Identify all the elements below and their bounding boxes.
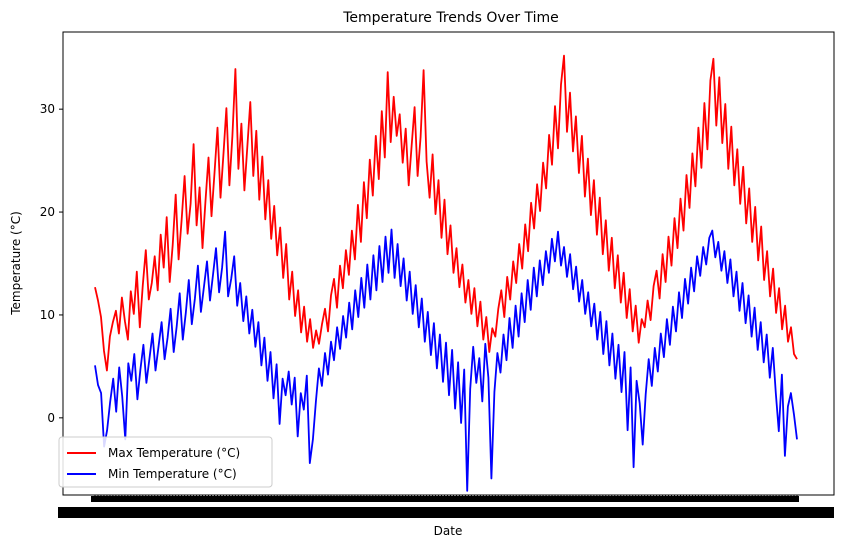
min-temperature-line (94, 228, 798, 492)
y-axis-ticks: 0 10 20 30 (40, 102, 63, 425)
max-temperature-line (94, 54, 798, 372)
legend-box (58, 436, 273, 488)
legend-min-label: Min Temperature (°C) (108, 467, 237, 481)
y-tick-label: 0 (47, 411, 55, 425)
chart-title: Temperature Trends Over Time (342, 10, 559, 26)
plot-frame (62, 31, 835, 496)
x-tick-band (91, 496, 799, 502)
legend-max-label: Max Temperature (°C) (108, 446, 240, 460)
x-axis-ticks (58, 495, 834, 518)
legend: Max Temperature (°C) Min Temperature (°C… (58, 436, 273, 488)
y-tick-label: 10 (40, 308, 55, 322)
y-tick-label: 20 (40, 205, 55, 219)
y-axis-label: Temperature (°C) (9, 211, 23, 316)
plot-series (94, 54, 798, 492)
x-axis-label: Date (434, 524, 463, 538)
y-tick-label: 30 (40, 102, 55, 116)
x-tick-label-band (58, 507, 834, 518)
